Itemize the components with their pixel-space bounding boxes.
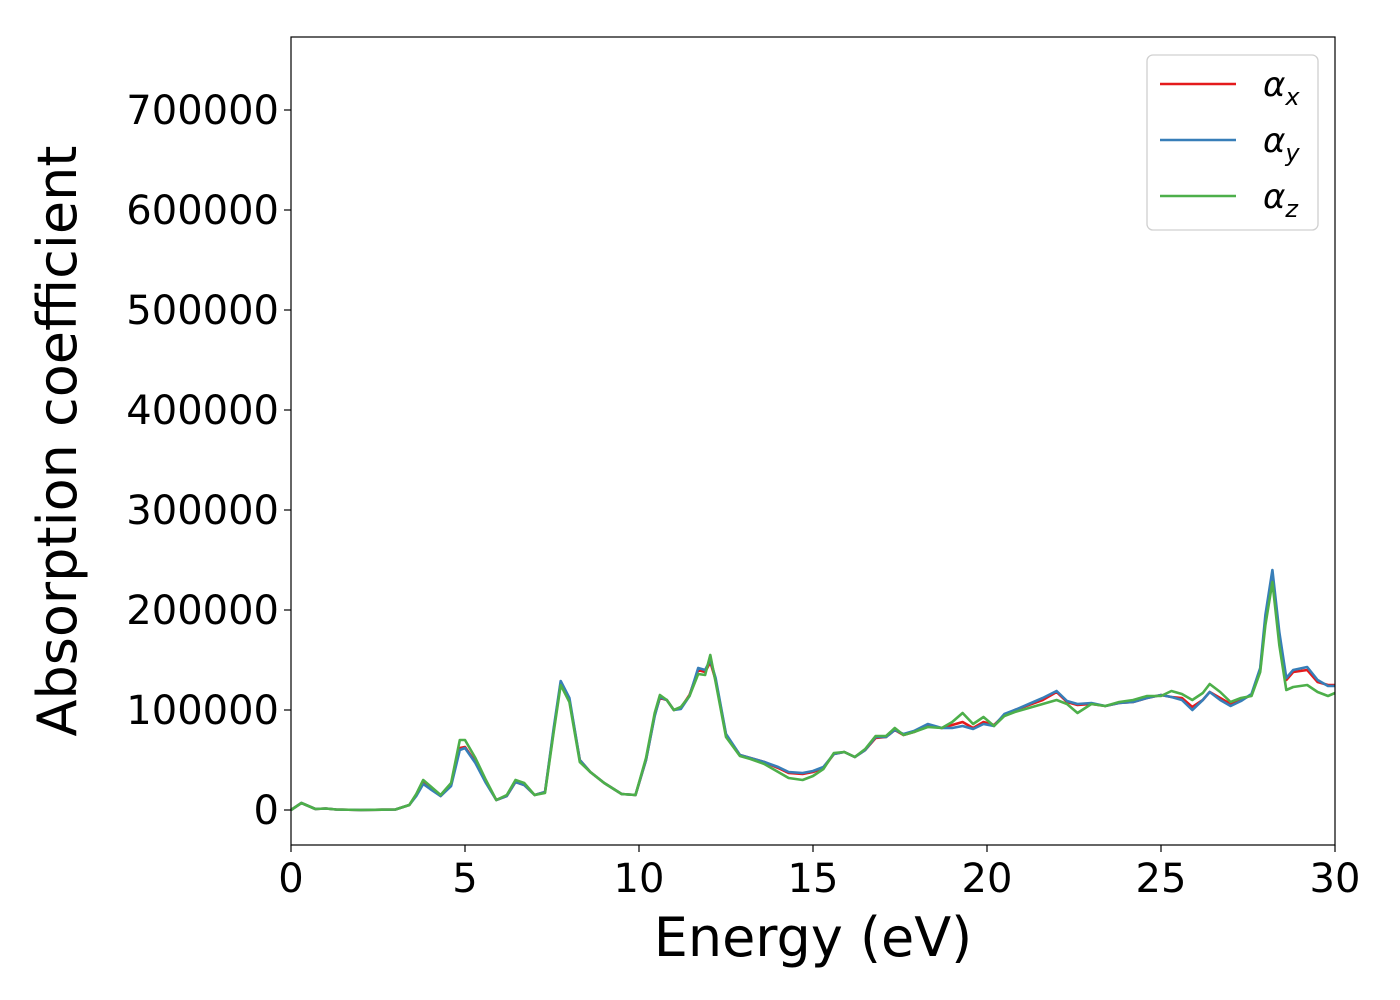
y-tick-label: 500000 bbox=[126, 288, 279, 334]
y-tick-label: 100000 bbox=[126, 688, 279, 734]
legend-label-z: αz bbox=[1263, 177, 1299, 223]
y-axis-ticks: 0 100000 200000 300000 400000 500000 600000 700… bbox=[126, 88, 291, 834]
x-tick-label: 25 bbox=[1136, 856, 1187, 902]
legend: αx αy αz bbox=[1146, 54, 1319, 231]
x-tick-label: 20 bbox=[962, 856, 1013, 902]
y-tick-label: 0 bbox=[254, 788, 279, 834]
x-tick-label: 10 bbox=[614, 856, 665, 902]
x-tick-label: 0 bbox=[278, 856, 303, 902]
y-axis-label: Absorption coefficient bbox=[26, 146, 89, 737]
series-layer bbox=[290, 568, 1336, 812]
x-axis-label: Energy (eV) bbox=[654, 906, 973, 969]
legend-label-y: αy bbox=[1263, 121, 1300, 167]
legend-label-x: αx bbox=[1263, 65, 1300, 111]
legend-box bbox=[1146, 54, 1319, 231]
y-tick-label: 400000 bbox=[126, 388, 279, 434]
y-tick-label: 600000 bbox=[126, 188, 279, 234]
series-line-y bbox=[290, 568, 1335, 812]
x-tick-label: 15 bbox=[788, 856, 839, 902]
y-tick-label: 700000 bbox=[126, 88, 279, 134]
y-tick-label: 300000 bbox=[126, 488, 279, 534]
x-axis-ticks: 0 5 10 15 20 25 30 bbox=[278, 845, 1360, 902]
x-tick-label: 5 bbox=[452, 856, 477, 902]
x-tick-label: 30 bbox=[1310, 856, 1361, 902]
y-tick-label: 200000 bbox=[126, 588, 279, 634]
series-line-z bbox=[290, 580, 1336, 812]
